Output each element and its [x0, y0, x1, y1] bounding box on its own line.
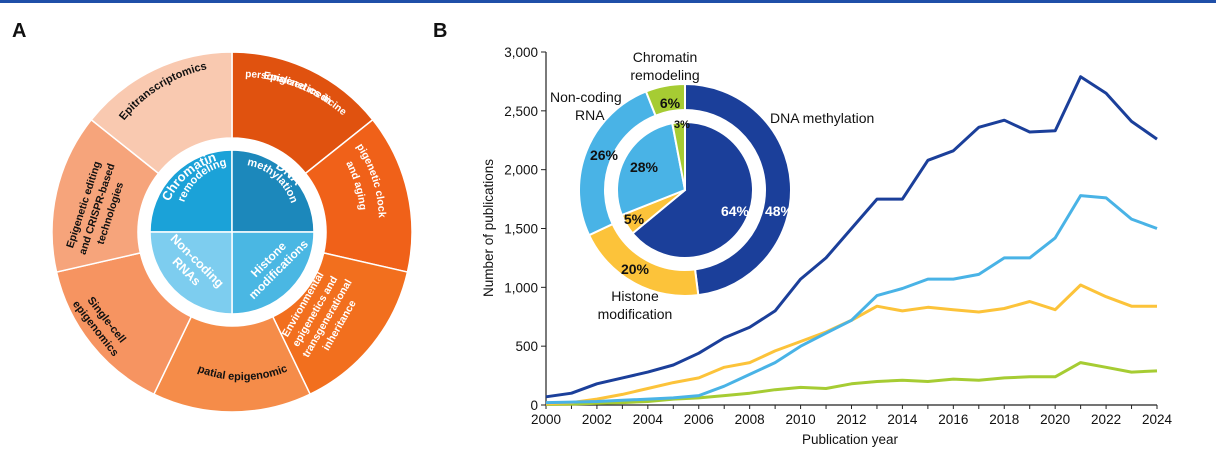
x-axis-label: Publication year: [802, 432, 899, 447]
donut-label-ncrna-1: Non-coding: [550, 89, 622, 105]
panel-label-b: B: [433, 20, 448, 42]
donut-label-chromatin-2: remodeling: [630, 67, 699, 83]
top-rule: [0, 0, 1216, 3]
x-tick-label: 2016: [938, 412, 968, 427]
y-tick-label: 2,000: [504, 163, 538, 178]
outer-ncrna-pct: 26%: [590, 147, 619, 163]
donut-label-histone-2: modification: [598, 306, 673, 322]
outer-donut-slice-dna-methylation: [684, 82, 792, 297]
x-tick-label: 2014: [887, 412, 918, 427]
inner-histone-pct: 5%: [624, 211, 645, 227]
x-tick-label: 2018: [989, 412, 1019, 427]
y-tick-label: 3,000: [504, 45, 538, 60]
series-line-dna-methylation: [545, 75, 1158, 399]
inner-segment-2: Histone modifications: [231, 231, 315, 315]
inner-segment-0: Chromatin remodeling: [149, 149, 233, 233]
outer-chromatin-pct: 6%: [660, 95, 681, 111]
x-tick-label: 2024: [1142, 412, 1173, 427]
inner-donut-slice-dna-methylation: [631, 120, 754, 259]
donut-label-ncrna-2: RNA: [575, 107, 605, 123]
x-tick-label: 2002: [582, 412, 612, 427]
outer-donut-slice-chromatin-remodeling: [644, 82, 686, 117]
inner-chromatin-pct: 3%: [674, 119, 690, 131]
x-tick-label: 2000: [531, 412, 561, 427]
y-tick-label: 0: [530, 398, 538, 413]
x-tick-label: 2020: [1040, 412, 1070, 427]
donut-label-chromatin-1: Chromatin: [633, 49, 698, 65]
donut-label-histone-1: Histone: [611, 288, 659, 304]
x-tick-label: 2006: [684, 412, 714, 427]
x-tick-label: 2012: [836, 412, 866, 427]
x-tick-label: 2004: [633, 412, 664, 427]
donut-label-dna: DNA methylation: [770, 110, 874, 126]
y-tick-label: 1,000: [504, 280, 538, 295]
x-tick-label: 2010: [786, 412, 816, 427]
y-tick-label: 2,500: [504, 104, 538, 119]
panel-label-a: A: [12, 20, 27, 42]
inner-segment-3: Non-coding RNAs: [149, 231, 233, 315]
outer-dna-pct: 48%: [765, 203, 794, 219]
series-line-chromatin-remodeling: [545, 361, 1158, 406]
inner-ncrna-pct: 28%: [630, 159, 659, 175]
x-tick-label: 2022: [1091, 412, 1121, 427]
inner-dna-pct: 64%: [721, 203, 750, 219]
y-tick-label: 1,500: [504, 222, 538, 237]
series-line-non-coding-rna: [545, 194, 1158, 405]
y-tick-label: 500: [515, 339, 538, 354]
y-axis-label: Number of publications: [481, 159, 496, 297]
outer-histone-pct: 20%: [621, 261, 650, 277]
x-tick-label: 2008: [735, 412, 765, 427]
inner-donut-slice-chromatin-remodeling: [671, 120, 686, 191]
inner-donut-slice-non-coding-rna: [616, 122, 687, 217]
inner-segment-1: DNA methylation: [231, 149, 315, 233]
